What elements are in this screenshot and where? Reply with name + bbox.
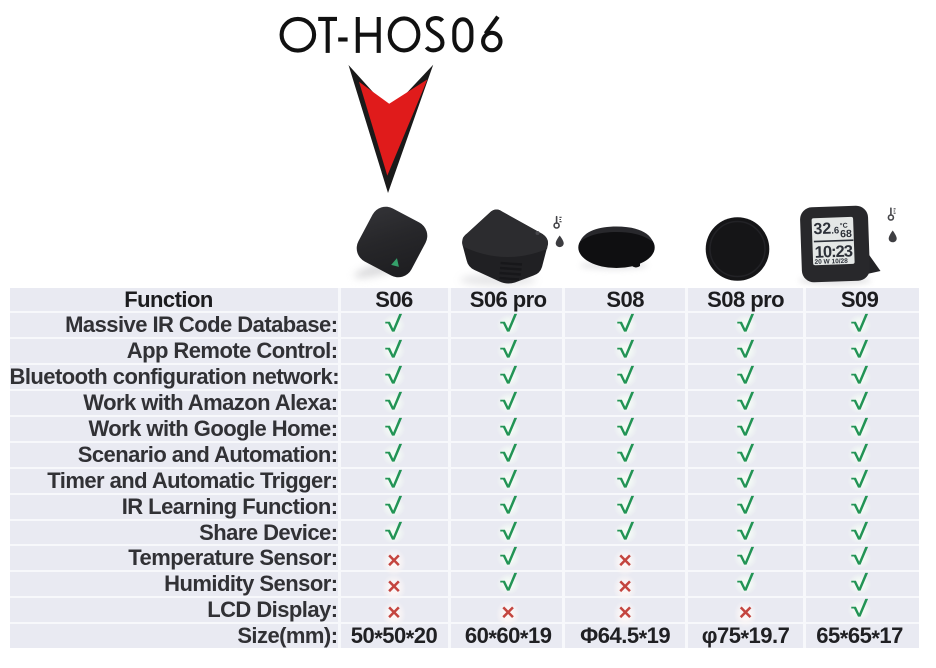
svg-text:32.6: 32.6 bbox=[813, 220, 839, 238]
svg-text:10:23: 10:23 bbox=[814, 242, 853, 261]
svg-text:°C: °C bbox=[840, 222, 848, 230]
svg-text:68: 68 bbox=[840, 228, 852, 240]
svg-text:20 W 10/28: 20 W 10/28 bbox=[814, 258, 848, 266]
